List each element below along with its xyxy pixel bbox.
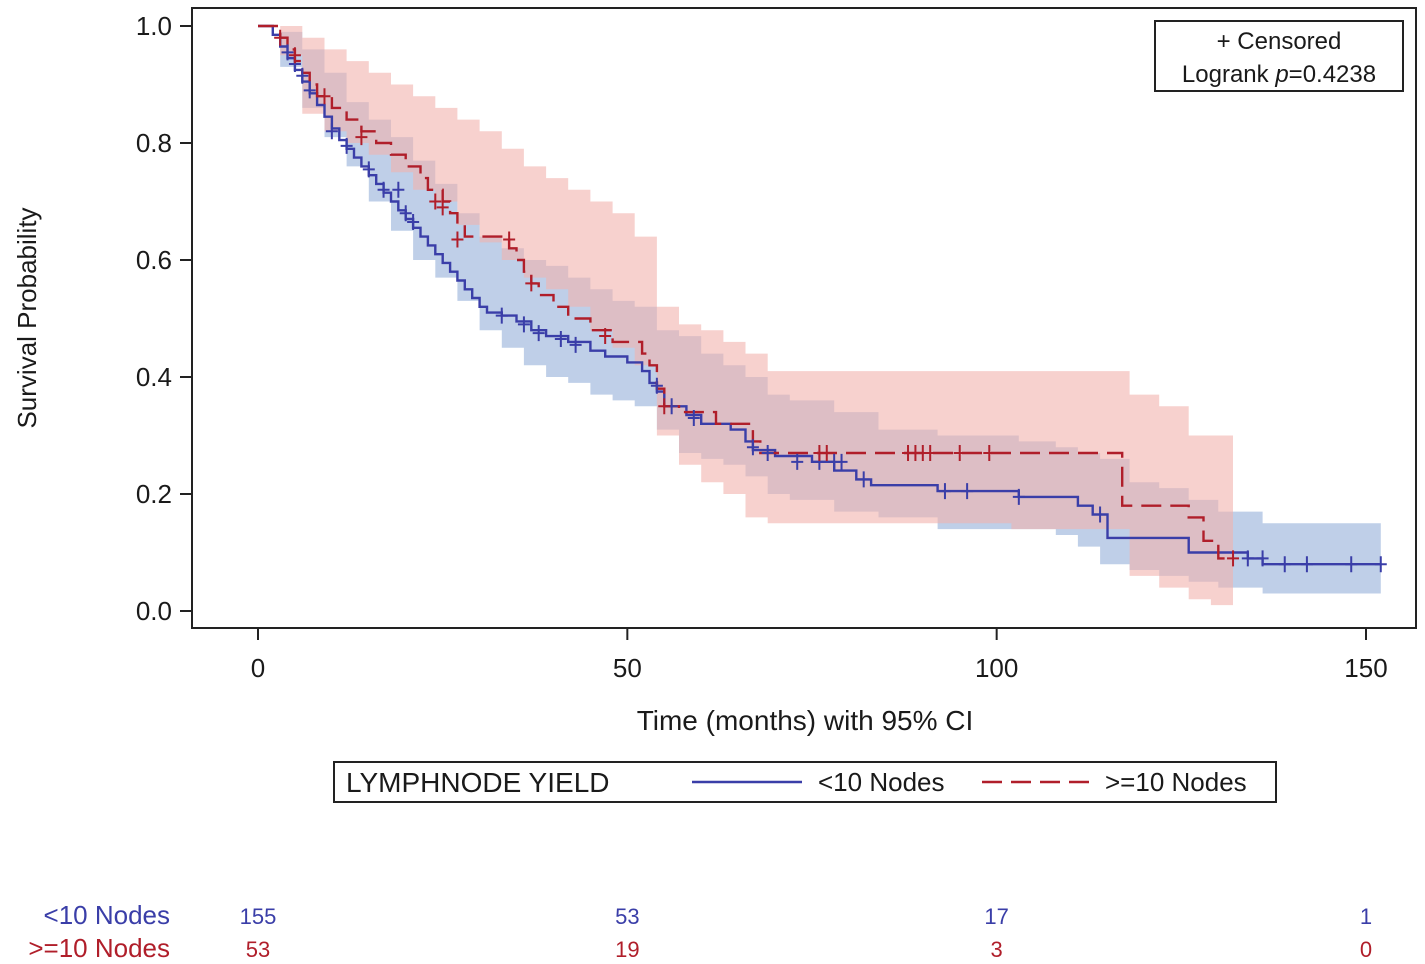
y-axis-label: Survival Probability [12,207,42,428]
logrank-inset: + Censored Logrank p=0.4238 [1154,20,1404,92]
inset-frame [1154,20,1404,92]
y-tick-label: 0.8 [136,128,172,158]
risk-value-lt10: 1 [1360,904,1372,929]
censor-mark-lt10 [532,325,545,342]
inset-logrank-text: Logrank p=0.4238 [1182,61,1376,88]
inset-p-value: =0.4238 [1289,61,1376,88]
y-tick-label: 0.6 [136,245,172,275]
censor-mark-lt10 [296,67,309,84]
x-tick-label: 50 [613,653,642,683]
censor-mark-lt10 [569,336,582,353]
censor-mark-ge10 [658,398,671,415]
censor-mark-ge10 [983,445,996,462]
y-tick-label: 0.4 [136,362,172,392]
censor-mark-lt10 [281,44,294,61]
risk-value-lt10: 53 [615,904,639,929]
inset-p-symbol: p [1274,61,1288,88]
y-axis: 0.0 0.2 0.4 0.6 0.8 1.0 [136,11,192,626]
censor-mark-lt10 [1256,550,1269,567]
censor-mark-lt10 [938,483,951,500]
risk-value-ge10: 19 [615,937,639,962]
censor-mark-lt10 [1241,550,1254,567]
censor-mark-lt10 [1300,556,1313,573]
censor-mark-ge10 [436,199,449,216]
censor-marks [274,29,1387,573]
censor-mark-lt10 [554,330,567,347]
inset-logrank-prefix: Logrank [1182,61,1275,88]
risk-row-label-lt10: <10 Nodes [44,900,170,930]
legend-label-ge10: >=10 Nodes [1105,767,1247,797]
risk-row-label-ge10: >=10 Nodes [28,933,170,963]
censor-mark-lt10 [835,453,848,470]
x-axis-label: Time (months) with 95% CI [637,705,974,736]
censor-mark-ge10 [429,193,442,210]
survival-line-ge10 [258,24,1233,560]
censor-mark-ge10 [599,328,612,345]
censor-mark-ge10 [525,275,538,292]
censor-mark-lt10 [495,307,508,324]
censor-mark-ge10 [274,29,287,46]
legend-label-lt10: <10 Nodes [818,767,944,797]
x-tick-label: 0 [251,653,265,683]
censor-mark-lt10 [1012,488,1025,505]
x-tick-label: 100 [975,653,1018,683]
censor-mark-lt10 [746,439,759,456]
censor-mark-ge10 [451,231,464,248]
censor-mark-lt10 [325,123,338,140]
censor-mark-ge10 [503,231,516,248]
censor-mark-lt10 [303,82,316,99]
risk-value-lt10: 155 [240,904,277,929]
legend-title: LYMPHNODE YIELD [346,767,609,798]
censor-mark-lt10 [392,181,405,198]
censor-mark-lt10 [1345,556,1358,573]
legend-frame [333,761,1277,803]
legend: LYMPHNODE YIELD <10 Nodes >=10 Nodes [333,761,1277,803]
censor-mark-lt10 [340,137,353,154]
x-axis: 0 50 100 150 [251,628,1388,683]
risk-value-lt10: 17 [984,904,1008,929]
y-tick-label: 1.0 [136,11,172,41]
risk-value-ge10: 3 [991,937,1003,962]
censor-mark-lt10 [517,316,530,333]
censor-mark-lt10 [857,471,870,488]
censor-mark-lt10 [399,205,412,222]
censor-mark-lt10 [961,483,974,500]
risk-table: <10 Nodes >=10 Nodes 155 53 17 1 53 19 3 0 [28,900,1372,963]
censor-mark-ge10 [953,445,966,462]
survival-curves [258,24,1381,566]
censor-mark-ge10 [355,129,368,146]
censor-mark-lt10 [377,181,390,198]
censor-mark-ge10 [924,445,937,462]
y-tick-label: 0.0 [136,596,172,626]
y-tick-label: 0.2 [136,479,172,509]
censor-mark-lt10 [761,445,774,462]
risk-value-ge10: 53 [246,937,270,962]
survival-line-lt10 [258,24,1381,566]
censor-mark-lt10 [1278,556,1291,573]
censor-mark-ge10 [1227,550,1240,567]
inset-censored-text: + Censored [1217,28,1342,55]
censor-mark-ge10 [820,445,833,462]
censor-mark-lt10 [407,213,420,230]
censor-mark-lt10 [1094,506,1107,523]
risk-value-ge10: 0 [1360,937,1372,962]
x-tick-label: 150 [1344,653,1387,683]
censor-mark-lt10 [362,161,375,178]
censor-mark-lt10 [1374,556,1387,573]
censor-mark-lt10 [687,409,700,426]
censor-mark-ge10 [318,88,331,105]
censor-mark-ge10 [288,47,301,64]
censor-mark-lt10 [650,377,663,394]
censor-mark-lt10 [791,453,804,470]
plot-frame [191,7,1417,629]
